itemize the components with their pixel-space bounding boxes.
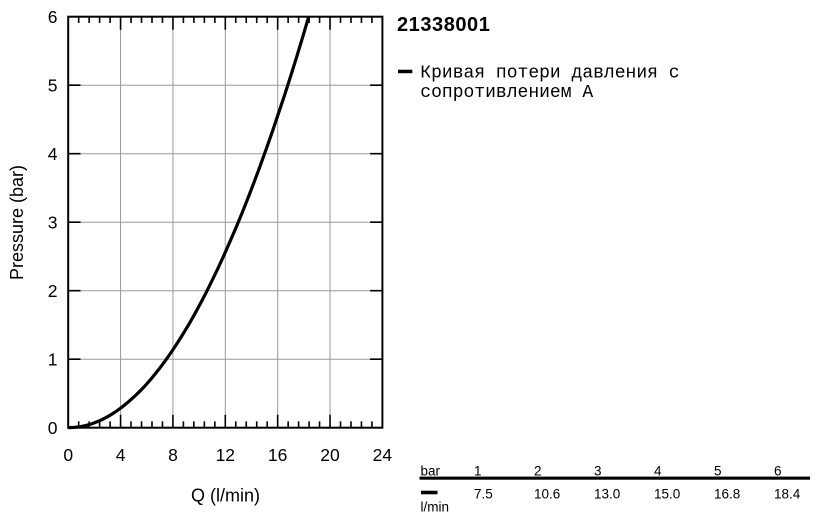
svg-text:20: 20 — [320, 445, 340, 465]
svg-text:5: 5 — [714, 464, 722, 479]
svg-text:4: 4 — [48, 144, 58, 164]
svg-text:10.6: 10.6 — [534, 487, 560, 502]
svg-text:4: 4 — [116, 445, 126, 465]
svg-text:Кривая потери давления с: Кривая потери давления с — [420, 64, 679, 84]
svg-text:Q (l/min): Q (l/min) — [191, 486, 260, 506]
svg-text:l/min: l/min — [421, 500, 450, 515]
svg-text:7.5: 7.5 — [474, 487, 493, 502]
svg-text:24: 24 — [373, 445, 393, 465]
svg-text:2: 2 — [534, 464, 542, 479]
svg-text:18.4: 18.4 — [774, 487, 801, 502]
svg-text:16: 16 — [268, 445, 287, 465]
svg-text:2: 2 — [48, 281, 58, 301]
svg-text:12: 12 — [216, 445, 235, 465]
svg-text:5: 5 — [48, 75, 58, 95]
svg-text:сопротивлением А: сопротивлением А — [420, 83, 593, 103]
svg-text:3: 3 — [48, 212, 58, 232]
svg-text:0: 0 — [48, 418, 58, 438]
svg-text:1: 1 — [474, 464, 482, 479]
svg-text:6: 6 — [48, 7, 58, 27]
svg-text:1: 1 — [48, 349, 58, 369]
svg-text:4: 4 — [654, 464, 662, 479]
svg-text:6: 6 — [774, 464, 782, 479]
svg-text:0: 0 — [63, 445, 73, 465]
svg-text:3: 3 — [594, 464, 602, 479]
svg-text:15.0: 15.0 — [654, 487, 680, 502]
svg-text:16.8: 16.8 — [714, 487, 740, 502]
svg-text:21338001: 21338001 — [397, 14, 490, 36]
svg-text:13.0: 13.0 — [594, 487, 620, 502]
svg-text:8: 8 — [168, 445, 178, 465]
svg-text:bar: bar — [421, 464, 441, 479]
svg-text:Pressure (bar): Pressure (bar) — [7, 165, 27, 280]
